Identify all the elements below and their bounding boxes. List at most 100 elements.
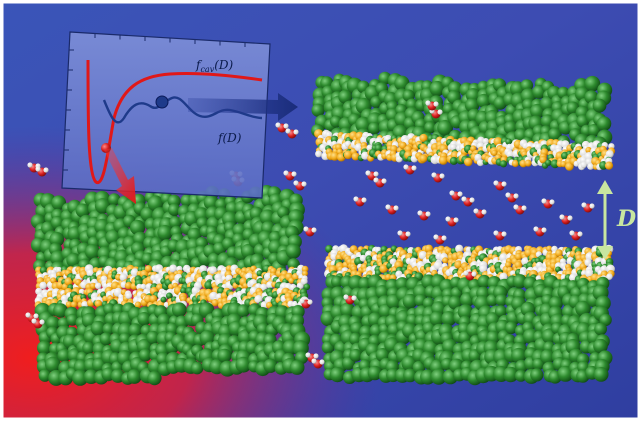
tail-atom	[82, 341, 95, 355]
tail-atom	[72, 369, 89, 386]
water-hydrogen	[319, 359, 325, 365]
tail-atom	[38, 369, 52, 382]
headgroup-atom	[419, 154, 428, 163]
water-hydrogen	[285, 128, 291, 134]
water-hydrogen	[393, 205, 399, 211]
headgroup-atom	[254, 295, 263, 304]
headgroup-atom	[395, 155, 403, 163]
headgroup-atom	[476, 159, 484, 167]
water-hydrogen	[501, 181, 507, 187]
tail-atom	[37, 340, 52, 356]
headgroup-atom	[180, 287, 187, 294]
headgroup-atom	[511, 159, 519, 168]
headgroup-atom	[39, 281, 48, 290]
f-curve-marker	[155, 95, 169, 109]
separation-label: D	[616, 206, 636, 232]
water-hydrogen	[473, 208, 479, 214]
tail-atom	[593, 367, 609, 382]
tail-atom	[403, 368, 417, 383]
tail-atom	[367, 365, 383, 381]
water-hydrogen	[581, 202, 587, 208]
headgroup-atom	[303, 283, 311, 291]
headgroup-atom	[424, 244, 433, 253]
water-hydrogen	[549, 199, 555, 205]
water-hydrogen	[381, 178, 387, 184]
tail-atom	[587, 124, 601, 137]
headgroup-atom	[374, 144, 383, 152]
headgroup-atom	[343, 150, 353, 160]
tail-atom	[505, 321, 518, 335]
headgroup-atom	[209, 266, 218, 275]
tail-atom	[503, 120, 518, 135]
headgroup-atom	[419, 133, 428, 143]
water-hydrogen	[43, 167, 49, 173]
tail-atom	[596, 116, 612, 131]
water-hydrogen	[453, 217, 459, 223]
tail-atom	[66, 253, 82, 268]
tail-atom	[329, 367, 345, 383]
tail-atom	[263, 358, 278, 373]
headgroup-atom	[524, 159, 532, 167]
tail-atom	[340, 302, 356, 318]
headgroup-atom	[546, 245, 553, 252]
water-hydrogen	[405, 231, 411, 237]
water-hydrogen	[301, 181, 307, 187]
headgroup-atom	[124, 281, 133, 290]
headgroup-atom	[438, 155, 448, 165]
tail-atom	[448, 295, 462, 310]
water-hydrogen	[283, 170, 289, 176]
water-hydrogen	[33, 313, 39, 319]
headgroup-atom	[454, 260, 463, 269]
headgroup-atom	[140, 283, 147, 290]
water-hydrogen	[559, 214, 565, 220]
headgroup-atom	[600, 265, 608, 273]
headgroup-atom	[296, 282, 304, 290]
left-surfactant-bilayer	[30, 185, 311, 386]
tail-atom	[495, 294, 508, 307]
headgroup-atom	[301, 265, 309, 273]
tail-atom	[514, 369, 527, 382]
tail-atom	[494, 305, 507, 318]
tail-atom	[512, 274, 528, 289]
water-hydrogen	[567, 215, 573, 221]
tail-atom	[45, 356, 61, 373]
water-hydrogen	[373, 171, 379, 177]
red-arrow	[104, 148, 136, 204]
tail-atom	[593, 338, 608, 354]
water-hydrogen	[313, 353, 319, 359]
tail-atom	[592, 98, 607, 113]
headgroup-atom	[330, 151, 340, 161]
headgroup-atom	[379, 264, 388, 274]
tail-atom	[236, 304, 250, 318]
f-curve-label: f(D)	[217, 131, 242, 145]
headgroup-atom	[359, 254, 367, 262]
tail-atom	[49, 232, 65, 247]
water-hydrogen	[39, 319, 45, 325]
tail-atom	[331, 275, 344, 288]
water-hydrogen	[433, 234, 439, 240]
water-hydrogen	[437, 109, 443, 115]
water-hydrogen	[351, 295, 357, 301]
tail-atom	[289, 360, 305, 375]
water-hydrogen	[283, 123, 289, 129]
tail-atom	[441, 311, 457, 327]
water-hydrogen	[31, 318, 37, 324]
tail-atom	[53, 303, 68, 318]
headgroup-atom	[555, 249, 563, 257]
headgroup-atom	[81, 301, 89, 308]
tail-atom	[241, 243, 256, 259]
water-hydrogen	[433, 101, 439, 107]
tail-atom	[349, 348, 363, 362]
water-hydrogen	[307, 299, 313, 305]
separation-arrow	[597, 180, 613, 260]
water-hydrogen	[469, 197, 475, 203]
water-hydrogen	[457, 191, 463, 197]
tail-atom	[429, 80, 445, 97]
tail-atom	[99, 332, 113, 346]
tail-atom	[437, 120, 453, 136]
water-hydrogen	[293, 180, 299, 186]
tail-atom	[402, 293, 418, 309]
water-hydrogen	[25, 312, 31, 318]
water-hydrogen	[27, 162, 33, 168]
tail-atom	[203, 195, 219, 211]
